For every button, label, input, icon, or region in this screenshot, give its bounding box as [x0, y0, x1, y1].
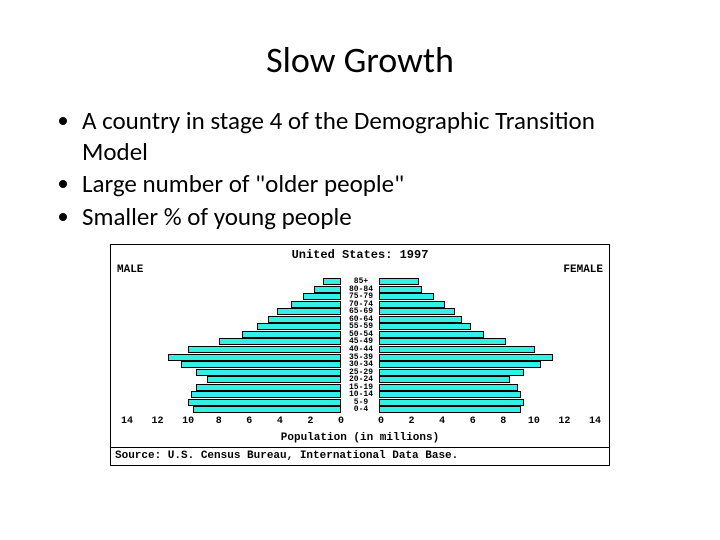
male-bar [181, 361, 342, 368]
slide: Slow Growth A country in stage 4 of the … [0, 0, 720, 540]
male-bar [277, 308, 341, 315]
female-bar [379, 323, 471, 330]
female-bar [379, 354, 553, 361]
axis-tick: 4 [439, 416, 445, 427]
female-bar [379, 399, 524, 406]
female-bar [379, 369, 524, 376]
female-bars [379, 278, 593, 414]
male-bar [168, 354, 341, 361]
male-bar [323, 278, 341, 285]
chart-source: Source: U.S. Census Bureau, Internationa… [111, 447, 609, 465]
bullet-list: A country in stage 4 of the Demographic … [56, 106, 664, 232]
axis-tick: 6 [470, 416, 476, 427]
chart-title: United States: 1997 [111, 245, 609, 264]
female-label: FEMALE [563, 264, 603, 276]
male-bars [127, 278, 341, 414]
female-bar [379, 338, 506, 345]
female-bar [379, 278, 419, 285]
axis-tick: 6 [246, 416, 252, 427]
male-bar [207, 376, 342, 383]
axis-tick: 12 [152, 416, 164, 427]
population-pyramid-chart: United States: 1997 MALE FEMALE 85+80-84… [110, 244, 610, 466]
axis-tick: 14 [589, 416, 601, 427]
male-bar [314, 286, 342, 293]
female-bar [379, 384, 518, 391]
bullet-item: Smaller % of young people [82, 202, 664, 233]
bullet-item: A country in stage 4 of the Demographic … [82, 106, 664, 167]
axis-tick: 2 [307, 416, 313, 427]
male-bar [257, 323, 341, 330]
male-bar [196, 369, 341, 376]
male-bar [219, 338, 341, 345]
axis-tick: 4 [277, 416, 283, 427]
axis-tick: 14 [121, 416, 133, 427]
female-bar [379, 301, 445, 308]
female-bar [379, 286, 422, 293]
female-bar [379, 308, 455, 315]
age-labels: 85+80-8475-7970-7465-6960-6455-5950-5445… [341, 278, 381, 414]
female-bar [379, 346, 535, 353]
axis-tick: 12 [558, 416, 570, 427]
male-bar [196, 384, 341, 391]
male-bar [188, 399, 341, 406]
age-label: 0-4 [341, 406, 381, 414]
male-bar [303, 293, 341, 300]
female-bar [379, 316, 462, 323]
x-axis: 14 12 10 8 6 4 2 0 0 2 4 6 8 10 12 14 [111, 414, 609, 432]
bullet-item: Large number of "older people" [82, 169, 664, 200]
axis-tick: 10 [528, 416, 540, 427]
female-bar [379, 391, 521, 398]
axis-tick: 0 [338, 416, 344, 427]
female-bar [379, 293, 434, 300]
male-bar [191, 391, 341, 398]
axis-tick: 8 [216, 416, 222, 427]
plot-area: 85+80-8475-7970-7465-6960-6455-5950-5445… [111, 278, 609, 414]
axis-tick: 10 [182, 416, 194, 427]
male-bar [291, 301, 341, 308]
female-bar [379, 376, 510, 383]
axis-tick: 2 [409, 416, 415, 427]
male-bar [193, 406, 341, 413]
x-axis-title: Population (in millions) [111, 432, 609, 447]
female-bar [379, 406, 521, 413]
female-bar [379, 331, 484, 338]
axis-tick: 0 [378, 416, 384, 427]
axis-tick: 8 [500, 416, 506, 427]
slide-title: Slow Growth [56, 38, 664, 82]
male-bar [242, 331, 341, 338]
male-bar [268, 316, 341, 323]
male-label: MALE [117, 264, 143, 276]
gender-labels: MALE FEMALE [111, 264, 609, 278]
female-bar [379, 361, 541, 368]
male-bar [188, 346, 341, 353]
